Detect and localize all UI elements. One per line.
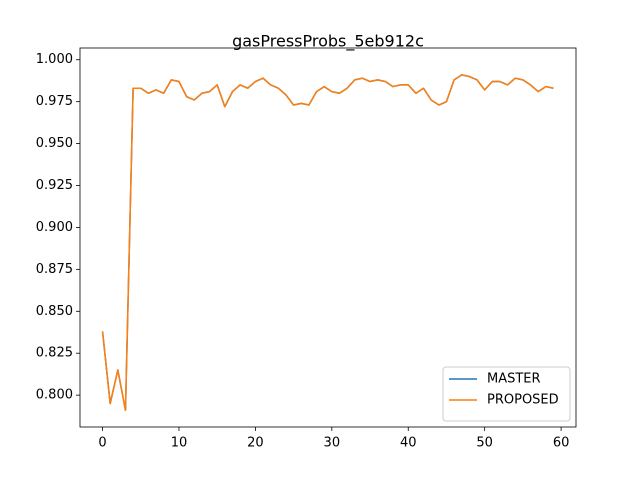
y-tick-label: 0.875 (36, 262, 73, 277)
line-series (101, 74, 554, 411)
legend-label: PROPOSED (487, 393, 559, 408)
y-tick-label: 0.900 (36, 220, 73, 235)
x-tick-label: 10 (171, 436, 188, 451)
x-tick-label: 40 (400, 436, 417, 451)
legend-label: MASTER (487, 372, 541, 387)
y-tick-label: 0.925 (36, 178, 73, 193)
x-tick-label: 0 (98, 436, 106, 451)
x-tick-label: 60 (553, 436, 570, 451)
axes-frame (79, 47, 577, 428)
x-tick-label: 30 (324, 436, 341, 451)
y-tick-label: 0.825 (36, 346, 73, 361)
y-tick-label: 0.975 (36, 94, 73, 109)
x-tick-label: 20 (247, 436, 264, 451)
x-tick-label: 50 (476, 436, 493, 451)
legend-box (442, 366, 571, 422)
y-tick-label: 0.850 (36, 304, 73, 319)
y-tick-label: 0.800 (36, 388, 73, 403)
y-tick-label: 0.950 (36, 136, 73, 151)
y-tick-label: 1.000 (36, 52, 73, 67)
chart-title: gasPressProbs_5eb912c (232, 32, 424, 52)
